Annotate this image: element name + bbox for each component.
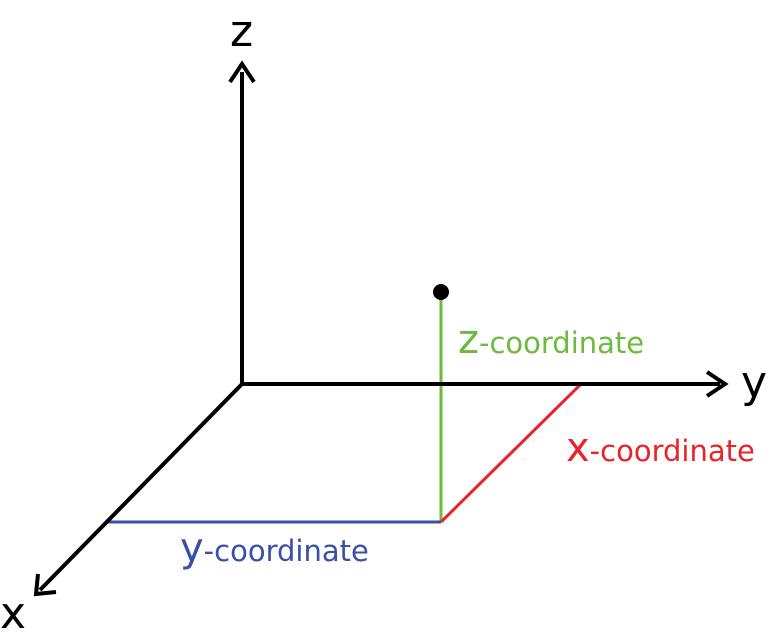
z-axis-label: z xyxy=(230,6,253,57)
z-axis xyxy=(228,60,256,384)
point-marker xyxy=(433,284,449,300)
z-coordinate-label: z-coordinate xyxy=(458,317,644,363)
y-axis xyxy=(242,370,729,398)
z-coordinate-prefix: z xyxy=(458,317,479,363)
x-coordinate-line xyxy=(439,383,582,524)
y-coordinate-label: y-coordinate xyxy=(180,525,369,571)
y-axis-label: y xyxy=(741,357,767,408)
x-coordinate-suffix: -coordinate xyxy=(590,434,755,468)
x-coordinate-prefix: x xyxy=(566,425,590,471)
x-axis-label: x xyxy=(0,588,26,639)
z-coordinate-suffix: -coordinate xyxy=(479,326,644,360)
x-axis xyxy=(33,382,244,597)
y-coordinate-suffix: -coordinate xyxy=(204,534,369,568)
x-coordinate-label: x-coordinate xyxy=(566,425,755,471)
y-coordinate-prefix: y xyxy=(180,525,204,571)
